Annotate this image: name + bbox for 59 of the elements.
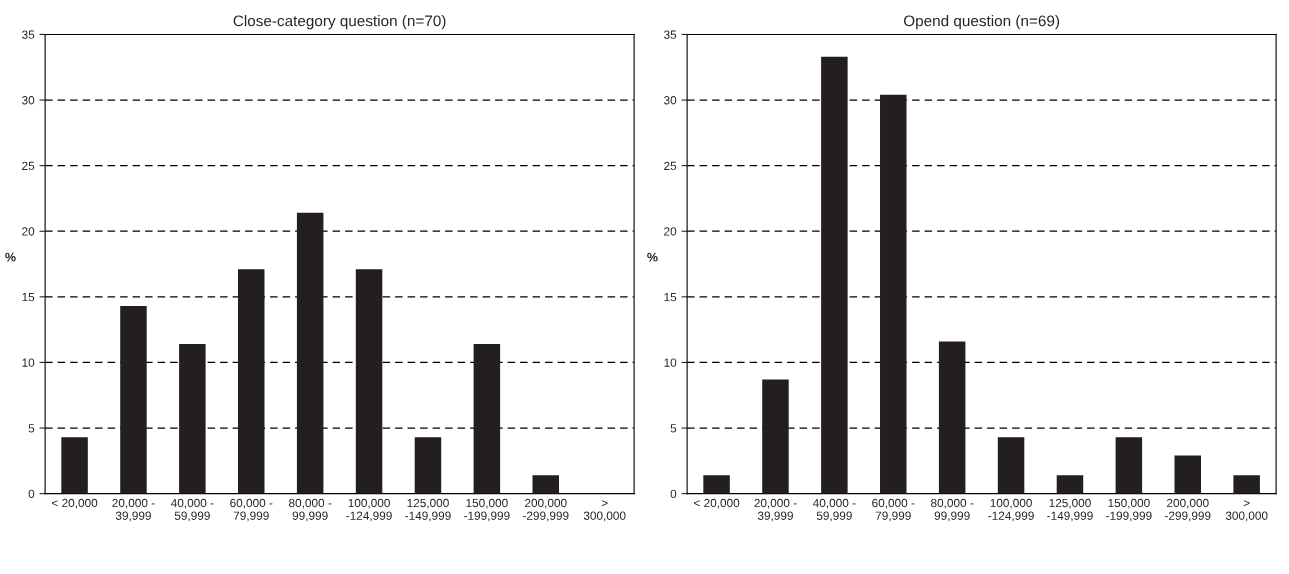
bar	[1174, 455, 1202, 494]
bar	[1233, 475, 1260, 494]
bar	[238, 269, 265, 494]
y-tick-label: 20	[22, 227, 35, 236]
x-tick-label: 150,000 -199,999	[464, 498, 510, 522]
y-tick-label: 10	[664, 358, 677, 367]
bar	[821, 56, 848, 494]
x-tick-label: 200,000 -299,999	[1164, 498, 1211, 522]
bar	[355, 269, 383, 494]
bar	[880, 94, 907, 494]
y-tick-label: 35	[664, 30, 677, 39]
y-tick-label: 15	[664, 293, 677, 302]
chart-title: Close-category question (n=70)	[233, 15, 446, 30]
x-tick-label: > 300,000	[1225, 500, 1268, 522]
x-tick-label: 80,000 - 99,999	[931, 498, 974, 522]
x-tick-label: 20,000 - 39,999	[112, 498, 155, 522]
x-tick-label: 60,000 - 79,999	[230, 498, 273, 522]
bar	[532, 475, 560, 494]
bar	[762, 379, 789, 494]
y-tick-label: 10	[22, 358, 35, 367]
x-tick-label: < 20,000	[694, 498, 740, 509]
bar	[120, 306, 147, 494]
x-tick-label: 125,000 -149,999	[1047, 498, 1093, 522]
x-tick-label: 200,000 -299,999	[522, 498, 569, 522]
y-tick-label: 25	[22, 161, 35, 171]
bar	[1115, 437, 1143, 494]
x-tick-label: 100,000 -124,999	[346, 498, 392, 522]
bar	[938, 341, 966, 494]
x-tick-label: 40,000 - 59,999	[812, 498, 856, 522]
bar	[473, 344, 501, 494]
bar	[61, 437, 88, 494]
x-tick-label: 125,000 -149,999	[405, 498, 451, 522]
y-tick-label: 5	[670, 424, 677, 433]
x-tick-label: 80,000 - 99,999	[289, 498, 332, 522]
bar	[296, 212, 324, 494]
x-tick-label: 40,000 - 59,999	[170, 498, 214, 522]
bar	[703, 475, 730, 494]
y-axis-title: %	[647, 252, 658, 262]
y-tick-label: 20	[664, 227, 677, 236]
chart-title: Opend question (n=69)	[903, 15, 1060, 30]
y-tick-label: 30	[664, 96, 677, 105]
y-tick-label: 25	[664, 161, 677, 171]
x-tick-label: < 20,000	[52, 498, 98, 509]
bar	[997, 437, 1025, 494]
y-tick-label: 15	[22, 293, 35, 302]
bar	[1056, 475, 1084, 494]
x-tick-label: 20,000 - 39,999	[754, 498, 797, 522]
bar	[179, 344, 206, 494]
y-tick-label: 0	[28, 489, 35, 499]
x-tick-label: 100,000 -124,999	[988, 498, 1034, 522]
y-tick-label: 0	[670, 489, 677, 499]
x-tick-label: 60,000 - 79,999	[872, 498, 915, 522]
y-tick-label: 30	[22, 96, 35, 105]
y-tick-label: 35	[22, 30, 35, 39]
y-tick-label: 5	[28, 424, 35, 433]
x-tick-label: > 300,000	[583, 500, 626, 522]
y-axis-title: %	[5, 252, 16, 262]
bar	[414, 437, 442, 494]
x-tick-label: 150,000 -199,999	[1106, 498, 1152, 522]
